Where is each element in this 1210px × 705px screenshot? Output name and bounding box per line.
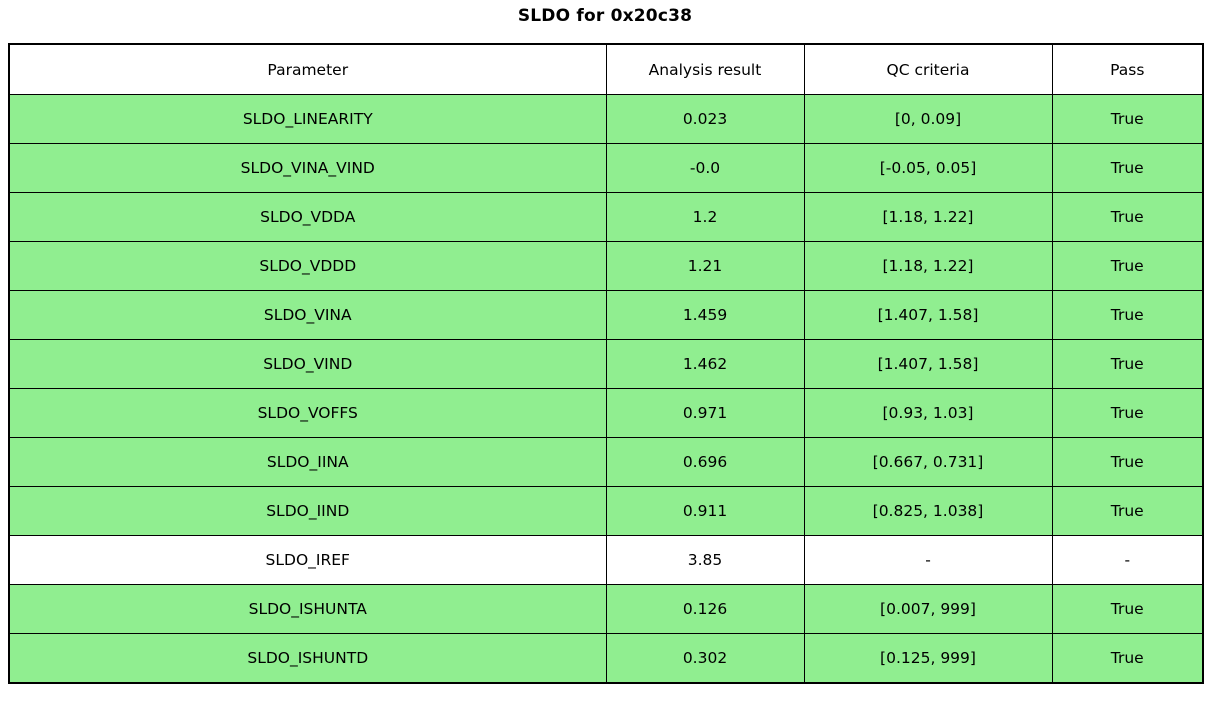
analysis-result-cell: 0.696 <box>605 437 805 487</box>
analysis-result-cell: 1.459 <box>605 290 805 340</box>
column-header-parameter: Parameter <box>8 43 607 95</box>
pass-cell: True <box>1051 241 1204 291</box>
qc-criteria-cell: [0.93, 1.03] <box>803 388 1053 438</box>
table-row: SLDO_VINA 1.459 [1.407, 1.58] True <box>8 290 1204 340</box>
table-row: SLDO_VIND 1.462 [1.407, 1.58] True <box>8 339 1204 389</box>
qc-criteria-cell: [1.407, 1.58] <box>803 290 1053 340</box>
parameter-cell: SLDO_LINEARITY <box>8 94 607 144</box>
analysis-result-cell: 0.023 <box>605 94 805 144</box>
pass-cell: True <box>1051 339 1204 389</box>
pass-cell: - <box>1051 535 1204 585</box>
table-row: SLDO_VINA_VIND -0.0 [-0.05, 0.05] True <box>8 143 1204 193</box>
parameter-cell: SLDO_ISHUNTD <box>8 633 607 684</box>
column-header-pass: Pass <box>1051 43 1204 95</box>
pass-cell: True <box>1051 486 1204 536</box>
analysis-result-cell: 3.85 <box>605 535 805 585</box>
analysis-result-cell: 0.126 <box>605 584 805 634</box>
table-row: SLDO_VOFFS 0.971 [0.93, 1.03] True <box>8 388 1204 438</box>
qc-criteria-cell: [0.007, 999] <box>803 584 1053 634</box>
parameter-cell: SLDO_IINA <box>8 437 607 487</box>
table-row: SLDO_IIND 0.911 [0.825, 1.038] True <box>8 486 1204 536</box>
parameter-cell: SLDO_VINA <box>8 290 607 340</box>
table-row: SLDO_VDDA 1.2 [1.18, 1.22] True <box>8 192 1204 242</box>
pass-cell: True <box>1051 192 1204 242</box>
table-row: SLDO_ISHUNTA 0.126 [0.007, 999] True <box>8 584 1204 634</box>
analysis-result-cell: 1.462 <box>605 339 805 389</box>
column-header-analysis-result: Analysis result <box>605 43 805 95</box>
parameter-cell: SLDO_IREF <box>8 535 607 585</box>
table-row: SLDO_ISHUNTD 0.302 [0.125, 999] True <box>8 633 1204 684</box>
pass-cell: True <box>1051 143 1204 193</box>
figure-title: SLDO for 0x20c38 <box>517 6 693 26</box>
analysis-result-cell: -0.0 <box>605 143 805 193</box>
parameter-cell: SLDO_VOFFS <box>8 388 607 438</box>
analysis-result-cell: 0.302 <box>605 633 805 684</box>
column-header-qc-criteria: QC criteria <box>803 43 1053 95</box>
pass-cell: True <box>1051 633 1204 684</box>
table-body: SLDO_LINEARITY 0.023 [0, 0.09] True SLDO… <box>8 94 1204 684</box>
parameter-cell: SLDO_VIND <box>8 339 607 389</box>
table-header: Parameter Analysis result QC criteria Pa… <box>8 43 1204 95</box>
table-row: SLDO_IREF 3.85 - - <box>8 535 1204 585</box>
table-row: SLDO_VDDD 1.21 [1.18, 1.22] True <box>8 241 1204 291</box>
header-row: Parameter Analysis result QC criteria Pa… <box>8 43 1204 95</box>
pass-cell: True <box>1051 94 1204 144</box>
analysis-result-cell: 1.21 <box>605 241 805 291</box>
qc-results-table: Parameter Analysis result QC criteria Pa… <box>8 43 1204 684</box>
qc-criteria-cell: - <box>803 535 1053 585</box>
pass-cell: True <box>1051 388 1204 438</box>
parameter-cell: SLDO_IIND <box>8 486 607 536</box>
qc-criteria-cell: [0.825, 1.038] <box>803 486 1053 536</box>
pass-cell: True <box>1051 437 1204 487</box>
qc-criteria-cell: [1.407, 1.58] <box>803 339 1053 389</box>
parameter-cell: SLDO_VDDA <box>8 192 607 242</box>
pass-cell: True <box>1051 584 1204 634</box>
qc-criteria-cell: [0.125, 999] <box>803 633 1053 684</box>
table-row: SLDO_LINEARITY 0.023 [0, 0.09] True <box>8 94 1204 144</box>
qc-criteria-cell: [0.667, 0.731] <box>803 437 1053 487</box>
pass-cell: True <box>1051 290 1204 340</box>
analysis-result-cell: 1.2 <box>605 192 805 242</box>
parameter-cell: SLDO_VINA_VIND <box>8 143 607 193</box>
analysis-result-cell: 0.911 <box>605 486 805 536</box>
parameter-cell: SLDO_ISHUNTA <box>8 584 607 634</box>
table-row: SLDO_IINA 0.696 [0.667, 0.731] True <box>8 437 1204 487</box>
qc-criteria-cell: [1.18, 1.22] <box>803 192 1053 242</box>
parameter-cell: SLDO_VDDD <box>8 241 607 291</box>
analysis-result-cell: 0.971 <box>605 388 805 438</box>
qc-criteria-cell: [1.18, 1.22] <box>803 241 1053 291</box>
qc-criteria-cell: [-0.05, 0.05] <box>803 143 1053 193</box>
qc-criteria-cell: [0, 0.09] <box>803 94 1053 144</box>
